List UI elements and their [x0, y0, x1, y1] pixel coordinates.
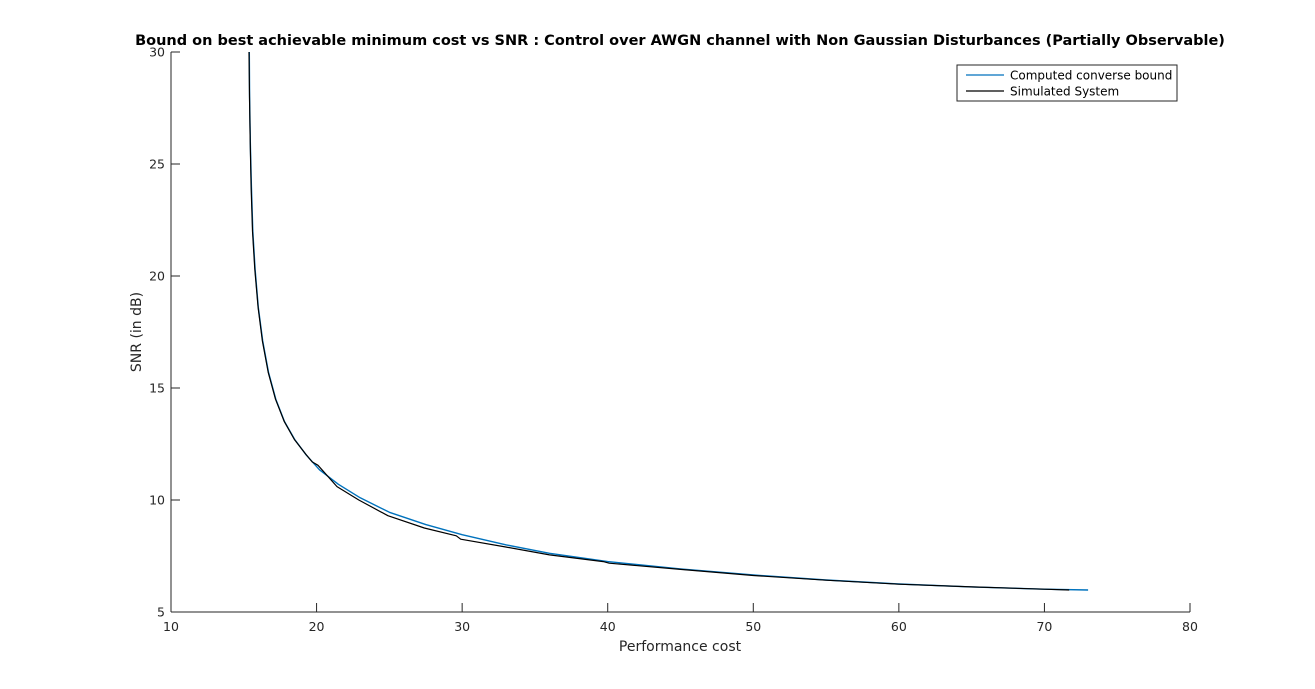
y-tick-label: 30 [149, 45, 165, 60]
y-ticks: 5 10 15 20 25 30 [149, 45, 180, 620]
x-axis-title: Performance cost [619, 639, 742, 655]
y-tick-label: 25 [149, 157, 165, 172]
x-tick-label: 60 [891, 619, 907, 634]
chart-title: Bound on best achievable minimum cost vs… [135, 33, 1225, 49]
y-tick-label: 10 [149, 493, 165, 508]
x-tick-label: 10 [163, 619, 179, 634]
legend-label-simulated-system: Simulated System [1010, 85, 1119, 99]
x-tick-label: 50 [745, 619, 761, 634]
x-ticks: 10 20 30 40 50 60 70 80 [163, 603, 1198, 634]
axes [170, 52, 1190, 613]
series-layer [248, 51, 1089, 591]
legend: Computed converse bound Simulated System [956, 64, 1178, 102]
y-tick-label: 5 [157, 605, 165, 620]
x-tick-label: 40 [600, 619, 616, 634]
x-tick-label: 80 [1182, 619, 1198, 634]
legend-label-computed-converse-bound: Computed converse bound [1010, 69, 1172, 83]
x-tick-label: 70 [1036, 619, 1052, 634]
y-tick-label: 20 [149, 269, 165, 284]
x-tick-label: 30 [454, 619, 470, 634]
series-line-simulated-system [248, 51, 1070, 591]
y-tick-label: 15 [149, 381, 165, 396]
legend-box [956, 64, 1178, 102]
y-axis-title: SNR (in dB) [129, 292, 145, 372]
x-tick-label: 20 [309, 619, 325, 634]
